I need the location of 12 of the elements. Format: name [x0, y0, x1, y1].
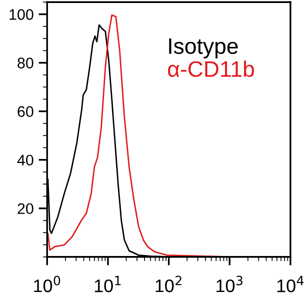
x-tick-label: 10$^{4}$ — [277, 276, 304, 292]
x-tick-label: 10$^{0}$ — [34, 276, 60, 292]
x-tick-label: 10$^{3}$ — [216, 276, 242, 292]
y-tick-label: 20 — [18, 203, 34, 214]
text: Isotype — [169, 38, 238, 58]
text: α-CD11b — [168, 60, 254, 77]
y-tick-label: 40 — [17, 154, 34, 166]
x-tick-label: 10$^{1}$ — [94, 276, 121, 292]
y-tick-label: 100 — [10, 9, 34, 20]
y-tick-label: 60 — [18, 106, 34, 117]
x-tick-label: 10$^{2}$ — [156, 276, 182, 292]
y-tick-label: 80 — [18, 58, 34, 68]
